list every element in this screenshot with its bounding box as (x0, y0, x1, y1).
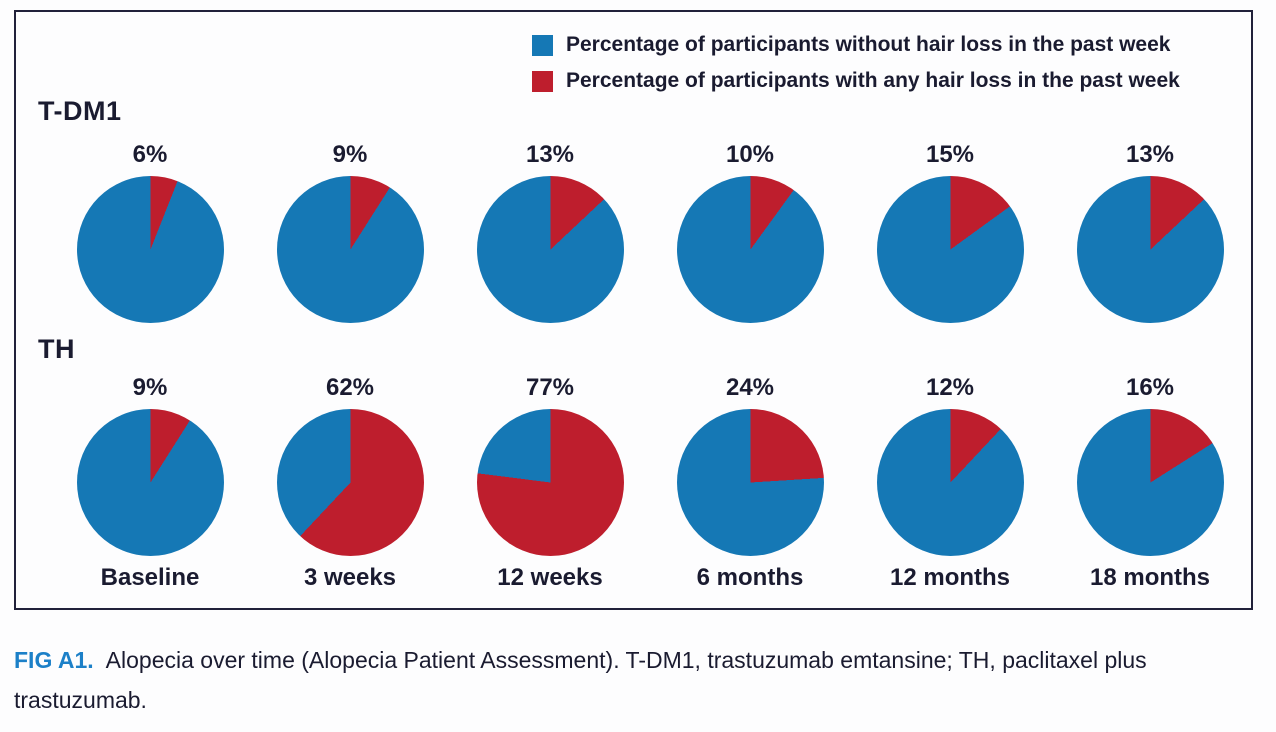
pie-chart (476, 176, 624, 323)
pie-value-label: 9% (332, 141, 368, 168)
pie-row-th: 9% 62% 77% 24% 12% 16% (50, 373, 1250, 556)
pie-value-label: 24% (725, 374, 775, 401)
pie-chart (276, 409, 424, 556)
pie-value-label: 15% (925, 141, 975, 168)
legend-swatch-blue-icon (532, 34, 553, 56)
pie-value-label: 13% (1125, 141, 1175, 168)
series-label-tdm1: T-DM1 (38, 96, 122, 126)
time-axis-label: 12 months (889, 564, 1011, 591)
pie-cell: 12% (876, 373, 1024, 556)
pie-value-label: 16% (1125, 374, 1175, 401)
pie-chart (876, 176, 1024, 323)
legend-label-without-hair-loss: Percentage of participants without hair … (566, 33, 1171, 56)
pie-chart (1076, 409, 1224, 556)
time-axis-label: 3 weeks (303, 564, 397, 591)
time-axis: Baseline 3 weeks 12 weeks 6 months 12 months… (50, 563, 1250, 593)
time-axis-label: 18 months (1089, 564, 1211, 591)
pie-chart (76, 409, 224, 556)
figure-caption-text: Alopecia over time (Alopecia Patient Ass… (14, 647, 1147, 713)
pie-value-label: 62% (325, 374, 375, 401)
pie-chart (676, 176, 824, 323)
legend-item-with-hair-loss: Percentage of participants with any hair… (532, 69, 1180, 93)
figure-caption: FIG A1. Alopecia over time (Alopecia Pati… (14, 640, 1264, 720)
pie-cell: 62% (276, 373, 424, 556)
pie-cell: 15% (876, 140, 1024, 323)
figure-panel: Percentage of participants without hair … (14, 10, 1253, 610)
pie-value-label: 10% (725, 141, 775, 168)
pie-value-label: 12% (925, 374, 975, 401)
legend-label-with-hair-loss: Percentage of participants with any hair… (566, 69, 1180, 92)
pie-value-label: 77% (525, 374, 575, 401)
pie-cell: 9% (76, 373, 224, 556)
pie-value-label: 9% (132, 374, 168, 401)
pie-cell: 24% (676, 373, 824, 556)
pie-cell: 9% (276, 140, 424, 323)
time-axis-label: 12 weeks (497, 564, 603, 591)
figure-caption-tag: FIG A1. (14, 647, 94, 673)
time-axis-label: Baseline (100, 564, 200, 591)
pie-cell: 10% (676, 140, 824, 323)
pie-row-tdm1: 6% 9% 13% 10% 15% 13% (50, 140, 1250, 323)
pie-chart (76, 176, 224, 323)
legend-item-without-hair-loss: Percentage of participants without hair … (532, 33, 1180, 57)
series-label-th: TH (38, 334, 75, 364)
pie-chart (676, 409, 824, 556)
pie-value-label: 6% (132, 141, 168, 168)
pie-chart (876, 409, 1024, 556)
pie-value-label: 13% (525, 141, 575, 168)
pie-cell: 16% (1076, 373, 1224, 556)
legend-swatch-red-icon (532, 70, 553, 92)
chart-legend: Percentage of participants without hair … (532, 33, 1180, 93)
time-axis-label: 6 months (696, 564, 804, 591)
pie-chart (276, 176, 424, 323)
pie-chart (476, 409, 624, 556)
pie-cell: 77% (476, 373, 624, 556)
pie-chart (1076, 176, 1224, 323)
pie-cell: 6% (76, 140, 224, 323)
pie-cell: 13% (1076, 140, 1224, 323)
pie-cell: 13% (476, 140, 624, 323)
